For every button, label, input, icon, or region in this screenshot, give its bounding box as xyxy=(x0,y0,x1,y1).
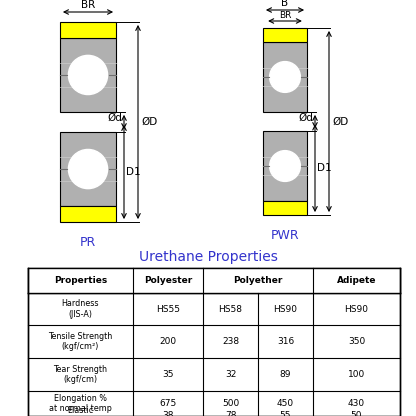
Text: PWR: PWR xyxy=(271,229,300,242)
Bar xyxy=(263,131,307,201)
Text: 55: 55 xyxy=(280,411,291,416)
Text: 450: 450 xyxy=(277,399,294,408)
Text: 38: 38 xyxy=(162,411,174,416)
Text: ØD: ØD xyxy=(141,117,157,127)
Text: 238: 238 xyxy=(222,337,239,346)
Text: 316: 316 xyxy=(277,337,294,346)
Text: 35: 35 xyxy=(162,370,174,379)
Bar xyxy=(28,268,400,293)
Text: HS55: HS55 xyxy=(156,305,180,314)
Text: 675: 675 xyxy=(159,399,177,408)
Text: 200: 200 xyxy=(159,337,176,346)
Text: ØD: ØD xyxy=(332,116,348,126)
Text: Urethane Properties: Urethane Properties xyxy=(139,250,277,264)
Bar xyxy=(60,206,116,222)
Text: Ød: Ød xyxy=(107,113,122,123)
Circle shape xyxy=(270,151,300,181)
Text: Polyether: Polyether xyxy=(233,276,283,285)
Text: D1: D1 xyxy=(317,163,332,173)
Text: Hardness
(JIS-A): Hardness (JIS-A) xyxy=(62,299,99,319)
Circle shape xyxy=(270,62,300,92)
Text: 89: 89 xyxy=(280,370,291,379)
Text: HS90: HS90 xyxy=(273,305,297,314)
Bar xyxy=(263,201,307,215)
Text: BR: BR xyxy=(81,0,95,10)
Text: PR: PR xyxy=(80,236,96,249)
Circle shape xyxy=(68,55,108,94)
Text: Adipete: Adipete xyxy=(337,276,376,285)
Bar xyxy=(263,42,307,112)
Text: Tensile Strength
(kgf/cm²): Tensile Strength (kgf/cm²) xyxy=(48,332,113,351)
Text: Tear Strength
(kgf/cm): Tear Strength (kgf/cm) xyxy=(54,365,107,384)
Text: 500: 500 xyxy=(222,399,239,408)
Bar xyxy=(263,28,307,42)
Text: 350: 350 xyxy=(348,337,365,346)
Bar xyxy=(28,268,400,416)
Bar xyxy=(60,22,116,38)
Text: D1: D1 xyxy=(126,167,141,177)
Text: Ød: Ød xyxy=(298,112,313,122)
Text: 32: 32 xyxy=(225,370,236,379)
Text: Elongation %
at normal temp: Elongation % at normal temp xyxy=(49,394,112,413)
Text: Properties: Properties xyxy=(54,276,107,285)
Text: Polyester: Polyester xyxy=(144,276,192,285)
Text: BR: BR xyxy=(279,11,291,20)
Text: HS58: HS58 xyxy=(218,305,243,314)
Text: 78: 78 xyxy=(225,411,236,416)
Circle shape xyxy=(68,149,108,188)
Bar xyxy=(60,132,116,206)
Text: B: B xyxy=(282,0,289,8)
Text: 50: 50 xyxy=(351,411,362,416)
Text: HS90: HS90 xyxy=(344,305,369,314)
Text: 100: 100 xyxy=(348,370,365,379)
Bar xyxy=(60,38,116,112)
Text: Elastic
Repulsion %: Elastic Repulsion % xyxy=(56,406,105,416)
Text: 430: 430 xyxy=(348,399,365,408)
